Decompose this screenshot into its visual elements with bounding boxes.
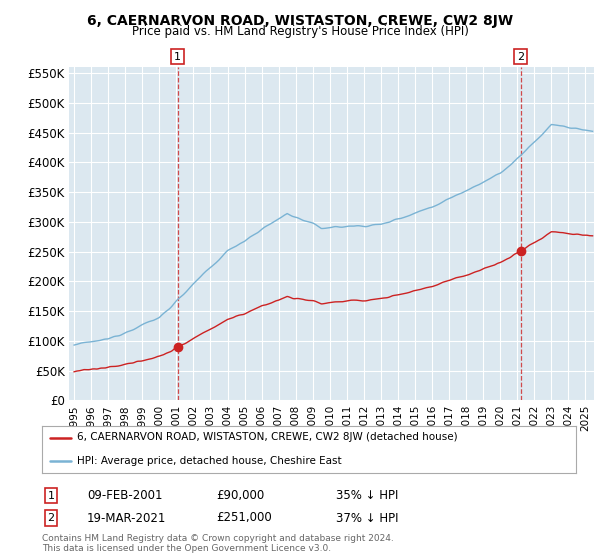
Text: 19-MAR-2021: 19-MAR-2021 (87, 511, 166, 525)
Text: 2: 2 (517, 52, 524, 62)
Text: £251,000: £251,000 (216, 511, 272, 525)
Text: HPI: Average price, detached house, Cheshire East: HPI: Average price, detached house, Ches… (77, 456, 341, 466)
Text: 1: 1 (174, 52, 181, 62)
Text: 1: 1 (47, 491, 55, 501)
Text: 6, CAERNARVON ROAD, WISTASTON, CREWE, CW2 8JW (detached house): 6, CAERNARVON ROAD, WISTASTON, CREWE, CW… (77, 432, 457, 442)
Text: 2: 2 (47, 513, 55, 523)
Text: Contains HM Land Registry data © Crown copyright and database right 2024.
This d: Contains HM Land Registry data © Crown c… (42, 534, 394, 553)
Text: 37% ↓ HPI: 37% ↓ HPI (336, 511, 398, 525)
Text: Price paid vs. HM Land Registry's House Price Index (HPI): Price paid vs. HM Land Registry's House … (131, 25, 469, 38)
Text: 35% ↓ HPI: 35% ↓ HPI (336, 489, 398, 502)
Text: £90,000: £90,000 (216, 489, 264, 502)
Text: 6, CAERNARVON ROAD, WISTASTON, CREWE, CW2 8JW: 6, CAERNARVON ROAD, WISTASTON, CREWE, CW… (87, 14, 513, 28)
Text: 09-FEB-2001: 09-FEB-2001 (87, 489, 163, 502)
